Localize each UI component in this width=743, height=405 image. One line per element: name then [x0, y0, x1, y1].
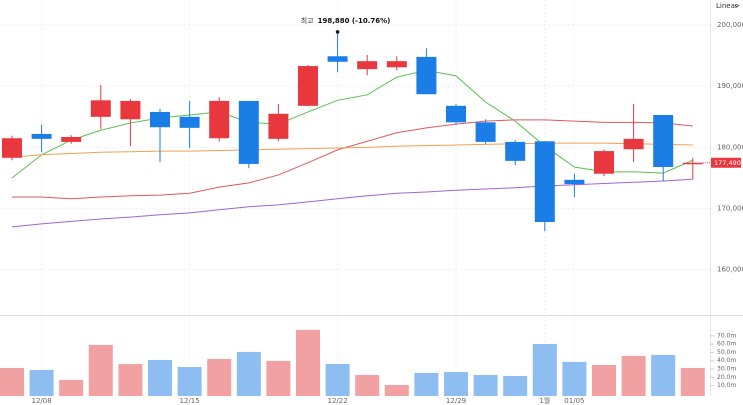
candle-body [623, 138, 644, 150]
volume-bar [0, 367, 24, 396]
x-tick-label: 01/05 [564, 397, 584, 405]
x-tick-label: 12/29 [446, 397, 466, 405]
y-tick-label: 180,000 [717, 143, 743, 151]
candle-body [682, 162, 703, 165]
candle-body [357, 61, 378, 70]
moving-average-line [11, 69, 693, 179]
annotation-label: 최고 [301, 16, 314, 25]
volume-bar [266, 360, 291, 396]
volume-bar [592, 364, 616, 396]
y-tick-label: 200,000 [717, 21, 743, 29]
volume-bar [562, 361, 587, 396]
candle-body [61, 137, 82, 142]
current-price-label: 177,490 [714, 159, 741, 167]
candle-body [534, 141, 555, 223]
volume-bar [355, 374, 380, 396]
volume-tick-label: 30.0m [717, 366, 736, 373]
candle-body [209, 100, 230, 139]
x-tick-label: 12/08 [32, 397, 52, 405]
x-tick-label: 12/22 [328, 397, 348, 405]
candle-body [386, 61, 407, 68]
high-marker [335, 30, 340, 34]
volume-tick-label: 20.0m [717, 374, 736, 381]
volume-bar [651, 354, 676, 396]
volume-tick-label: 40.0m [717, 357, 736, 364]
y-tick-label: 160,000 [717, 266, 743, 274]
candle-body [268, 113, 289, 139]
candle-body [150, 111, 170, 128]
candle-body [475, 122, 496, 142]
volume-bar [236, 351, 261, 396]
volume-tick-label: 50.0m [717, 349, 736, 356]
volume-bar [444, 371, 468, 396]
volume-bar [59, 379, 84, 396]
candle-body [120, 100, 141, 120]
y-tick-label: 190,000 [717, 82, 743, 90]
candle-body [238, 100, 259, 164]
candle-body [505, 141, 526, 161]
volume-bar [325, 363, 350, 396]
candle-body [594, 151, 614, 174]
volume-tick-label: 70.0m [717, 332, 736, 339]
candle-body [446, 105, 466, 123]
volume-bar [532, 343, 557, 396]
candle-body [327, 56, 348, 62]
volume-bar [207, 358, 232, 396]
volume-bar [177, 366, 202, 396]
volume-bar [29, 369, 54, 396]
dropdown-arrow[interactable] [734, 4, 740, 8]
volume-tick-label: 10.0m [717, 382, 736, 389]
x-tick-label: 12/15 [180, 397, 200, 405]
volume-bar [680, 367, 705, 396]
volume-bar [148, 359, 172, 396]
volume-bar [621, 355, 646, 396]
candle-body [298, 66, 318, 106]
x-tick-label: 1월 [539, 396, 550, 405]
candle-body [416, 56, 437, 95]
volume-bar [88, 344, 113, 396]
volume-bar [384, 385, 409, 396]
volume-bar [118, 363, 143, 396]
volume-bar [414, 372, 439, 396]
volume-bar [503, 375, 528, 396]
candle-body [564, 179, 585, 185]
scale-select[interactable]: Linear [716, 2, 738, 10]
candle-body [90, 100, 111, 117]
candle-body [31, 133, 52, 139]
volume-tick-label: 60.0m [717, 341, 736, 348]
candle-body [2, 138, 22, 158]
candle-body [179, 116, 200, 128]
annotation-text: 198,880 (-10.76%) [318, 17, 391, 25]
y-tick-label: 170,000 [717, 205, 743, 213]
current-price-box [711, 157, 741, 168]
volume-bar [473, 374, 498, 396]
candle-body [653, 114, 674, 167]
moving-average-line [11, 142, 693, 158]
moving-average-line [12, 119, 693, 200]
volume-bar [296, 329, 320, 396]
moving-average-line [11, 178, 693, 228]
